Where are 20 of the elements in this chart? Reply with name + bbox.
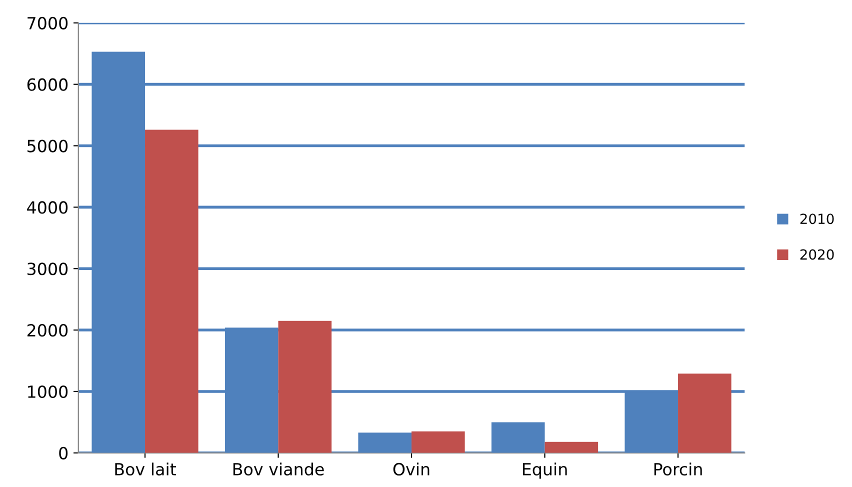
- y-tick-label: 1000: [28, 385, 68, 398]
- legend-label: 2020: [800, 249, 834, 260]
- bar: [412, 431, 465, 453]
- x-tick-label: Bov viande: [233, 462, 324, 476]
- y-tick-label: 6000: [27, 78, 68, 91]
- x-tick-label: Ovin: [393, 462, 430, 476]
- y-tick-label: 4000: [27, 201, 68, 214]
- bar: [544, 442, 598, 453]
- y-tick-label: 3000: [28, 262, 68, 276]
- y-tick-label: 7000: [28, 16, 68, 30]
- y-tick-label: 2000: [27, 324, 68, 337]
- bar: [145, 130, 198, 453]
- y-tick-label: 0: [59, 446, 68, 460]
- y-tick-label: 5000: [28, 140, 68, 152]
- bar: [678, 374, 732, 453]
- bar: [278, 320, 332, 453]
- x-tick-label: Porcin: [654, 462, 702, 476]
- x-tick-label: Equin: [522, 462, 567, 479]
- x-tick-label: Bov lait: [115, 462, 176, 476]
- legend-label: 2010: [800, 214, 834, 224]
